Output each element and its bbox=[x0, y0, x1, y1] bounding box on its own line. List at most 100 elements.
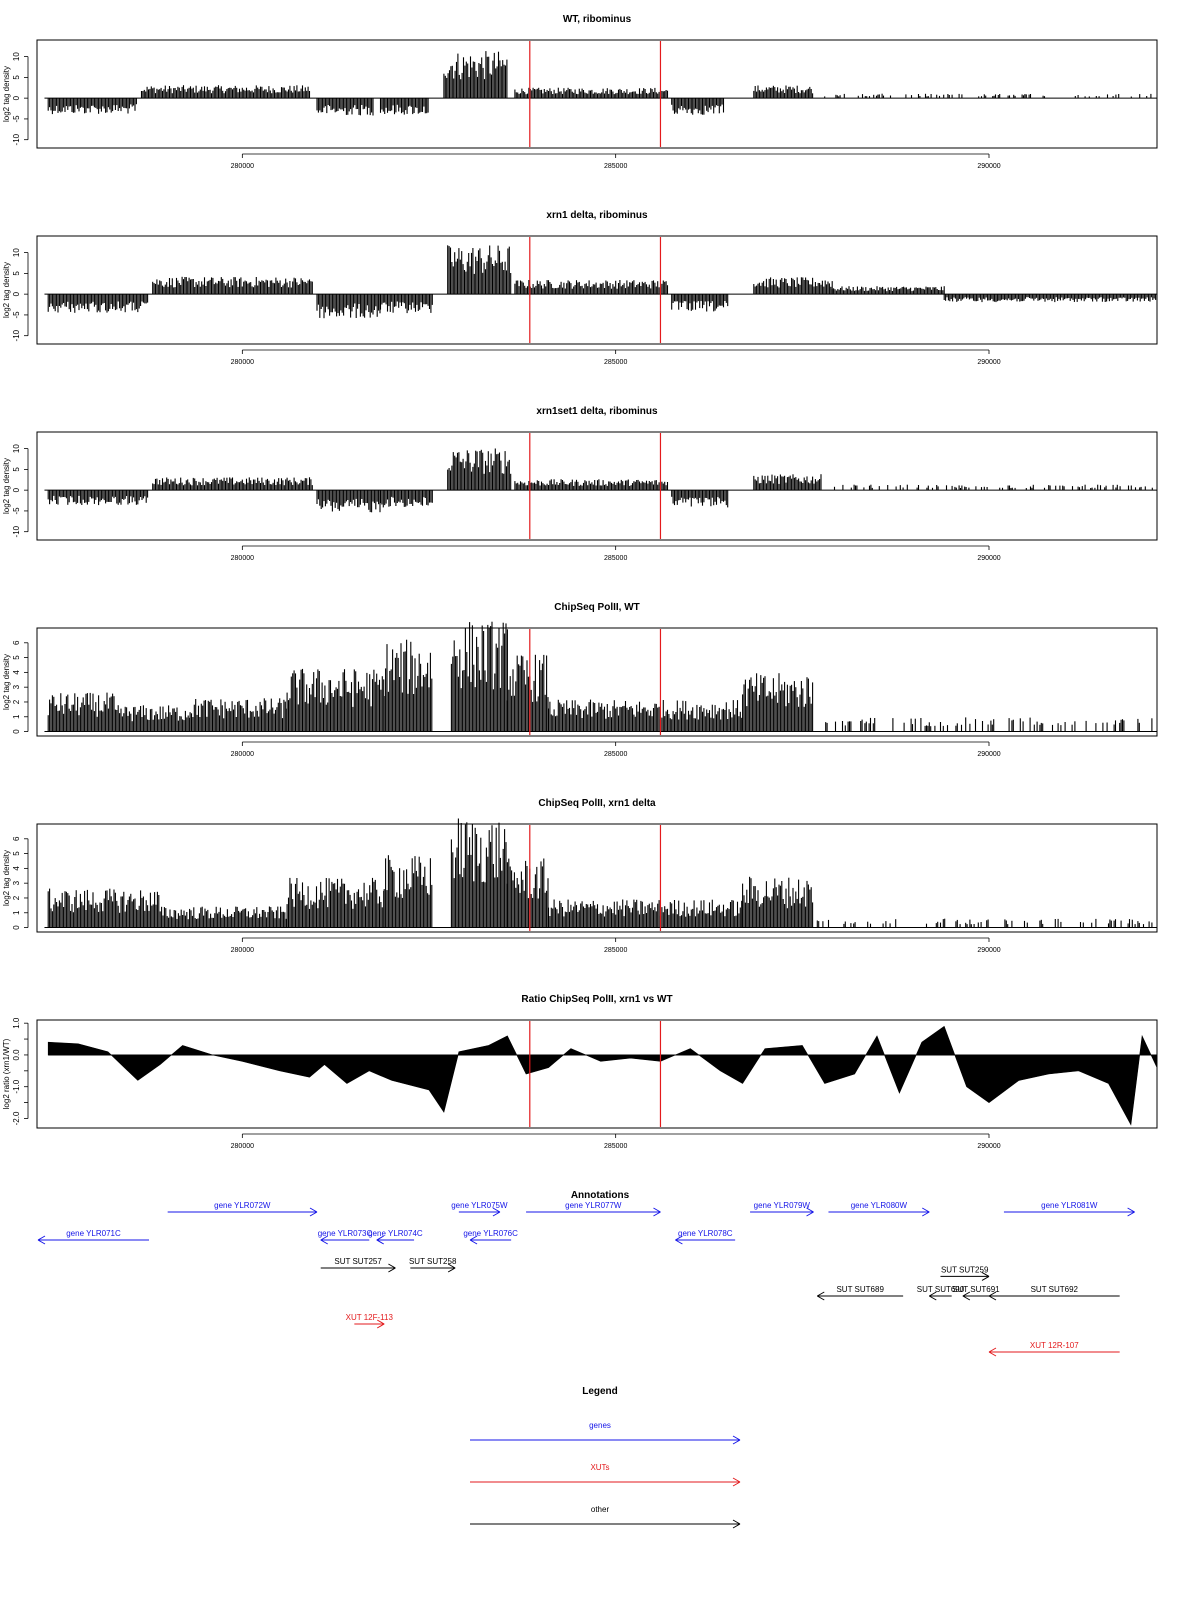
legend-arrow-head bbox=[732, 1519, 741, 1525]
x-tick-label: 290000 bbox=[977, 1143, 1000, 1150]
feature-label: XUT 12R-107 bbox=[1030, 1341, 1079, 1350]
coverage-segment-9 bbox=[831, 286, 945, 295]
coverage-segment-2 bbox=[140, 85, 311, 99]
feature-arrow-head bbox=[817, 1295, 825, 1301]
legend-arrow-head bbox=[732, 1435, 741, 1441]
coverage-segment-1 bbox=[47, 98, 137, 115]
feature-label: SUT SUT689 bbox=[836, 1285, 884, 1294]
coverage-segment-8 bbox=[753, 474, 822, 491]
annotation-feature: gene YLR081W bbox=[1003, 1201, 1135, 1217]
feature-arrow-head bbox=[929, 1291, 937, 1297]
feature-arrow-head bbox=[1127, 1211, 1135, 1217]
x-tick-label: 285000 bbox=[604, 359, 627, 366]
feature-arrow-head bbox=[309, 1211, 318, 1217]
coverage-segment-7 bbox=[671, 294, 729, 312]
coverage-segment-9 bbox=[824, 93, 1152, 99]
feature-arrow-head bbox=[929, 1295, 937, 1301]
coverage-segment-9 bbox=[833, 484, 1153, 491]
annotation-feature: gene YLR075W bbox=[451, 1201, 508, 1217]
coverage-segment-6 bbox=[514, 479, 669, 491]
y-tick-label: 10 bbox=[12, 52, 21, 61]
x-tick-label: 280000 bbox=[231, 947, 254, 954]
chart-title: WT, ribominus bbox=[563, 14, 632, 25]
legend-label: genes bbox=[589, 1421, 611, 1430]
annotation-feature: SUT SUT258 bbox=[409, 1257, 457, 1273]
y-tick-label: 10 bbox=[12, 248, 21, 257]
feature-arrow-head bbox=[806, 1211, 814, 1217]
coverage-segment-2 bbox=[114, 705, 191, 732]
feature-label: gene YLR072W bbox=[214, 1201, 271, 1210]
coverage-segment-3 bbox=[316, 98, 374, 116]
y-tick-label: 0 bbox=[12, 729, 21, 734]
annotation-feature: XUT 12F-113 bbox=[346, 1313, 393, 1329]
coverage-segment-3 bbox=[286, 877, 385, 928]
x-tick-label: 280000 bbox=[231, 163, 254, 170]
y-tick-label: 3 bbox=[12, 684, 21, 689]
legend-arrow-head bbox=[732, 1439, 741, 1445]
coverage-segment-7 bbox=[671, 490, 729, 508]
x-tick-label: 290000 bbox=[977, 555, 1000, 562]
chart-panel-5: ChipSeq PolII, xrn1 delta 0 1 2 3 4 5 6 log2 tag… bbox=[2, 798, 1158, 954]
coverage-segment-6 bbox=[514, 87, 669, 99]
feature-arrow-head bbox=[962, 1291, 971, 1297]
x-tick-label: 290000 bbox=[977, 359, 1000, 366]
y-tick-label: 5 bbox=[12, 655, 21, 660]
feature-arrow-head bbox=[388, 1263, 396, 1269]
y-tick-label: 0 bbox=[12, 925, 21, 930]
coverage-segment-4 bbox=[379, 490, 433, 508]
coverage-segment-10 bbox=[943, 294, 1157, 303]
annotations-panel: Annotations gene YLR071C gene YLR072W gene … bbox=[37, 1190, 1135, 1357]
plot-frame bbox=[36, 235, 1158, 345]
x-tick-label: 280000 bbox=[231, 751, 254, 758]
x-tick-label: 285000 bbox=[604, 751, 627, 758]
feature-arrow-head bbox=[922, 1211, 930, 1217]
feature-arrow-head bbox=[376, 1239, 384, 1245]
coverage-segment-3 bbox=[316, 490, 381, 513]
y-axis-label: log2 tag density bbox=[2, 850, 11, 906]
feature-arrow-head bbox=[492, 1211, 501, 1217]
chart-title: Ratio ChipSeq PolII, xrn1 vs WT bbox=[521, 994, 672, 1005]
feature-arrow-head bbox=[988, 1351, 997, 1357]
feature-arrow-head bbox=[376, 1323, 385, 1329]
plot-frame bbox=[36, 627, 1158, 737]
coverage-segment-8 bbox=[753, 85, 814, 99]
plot-frame bbox=[36, 1019, 1158, 1129]
legend-panel: Legend genes XUTs other bbox=[470, 1386, 741, 1529]
coverage-segment-6 bbox=[450, 621, 508, 732]
coverage-segment-8 bbox=[742, 876, 814, 928]
y-tick-label: 5 bbox=[12, 75, 21, 80]
y-tick-label: 5 bbox=[12, 271, 21, 276]
coverage-segment-6 bbox=[506, 858, 549, 928]
feature-arrow-head bbox=[376, 1319, 385, 1325]
feature-arrow-head bbox=[447, 1267, 456, 1273]
plot-frame bbox=[36, 431, 1158, 541]
y-tick-label: 4 bbox=[12, 670, 21, 675]
y-tick-label: 1 bbox=[12, 714, 21, 719]
annotation-feature: gene YLR080W bbox=[828, 1201, 930, 1217]
coverage-segment-7 bbox=[506, 654, 549, 732]
feature-label: SUT SUT690 bbox=[917, 1285, 965, 1294]
y-tick-label: -10 bbox=[12, 133, 21, 145]
annotation-feature: XUT 12R-107 bbox=[988, 1341, 1120, 1357]
annotation-feature: SUT SUT689 bbox=[817, 1285, 904, 1301]
coverage-segment-5 bbox=[383, 639, 433, 732]
y-tick-label: 0 bbox=[12, 291, 21, 296]
feature-arrow-head bbox=[988, 1295, 997, 1301]
x-tick-label: 285000 bbox=[604, 163, 627, 170]
coverage-segment-2 bbox=[159, 906, 287, 928]
y-tick-label: -5 bbox=[12, 115, 21, 123]
coverage-segment-1 bbox=[47, 692, 115, 732]
x-tick-label: 290000 bbox=[977, 947, 1000, 954]
feature-label: gene YLR081W bbox=[1041, 1201, 1098, 1210]
feature-arrow-head bbox=[806, 1207, 814, 1213]
feature-arrow-head bbox=[309, 1207, 318, 1213]
coverage-segment-2 bbox=[152, 477, 313, 491]
feature-arrow-head bbox=[675, 1239, 683, 1245]
y-axis-label: log2 tag density bbox=[2, 458, 11, 514]
coverage-segment-9 bbox=[816, 918, 1153, 928]
coverage-segment-3 bbox=[316, 294, 381, 319]
